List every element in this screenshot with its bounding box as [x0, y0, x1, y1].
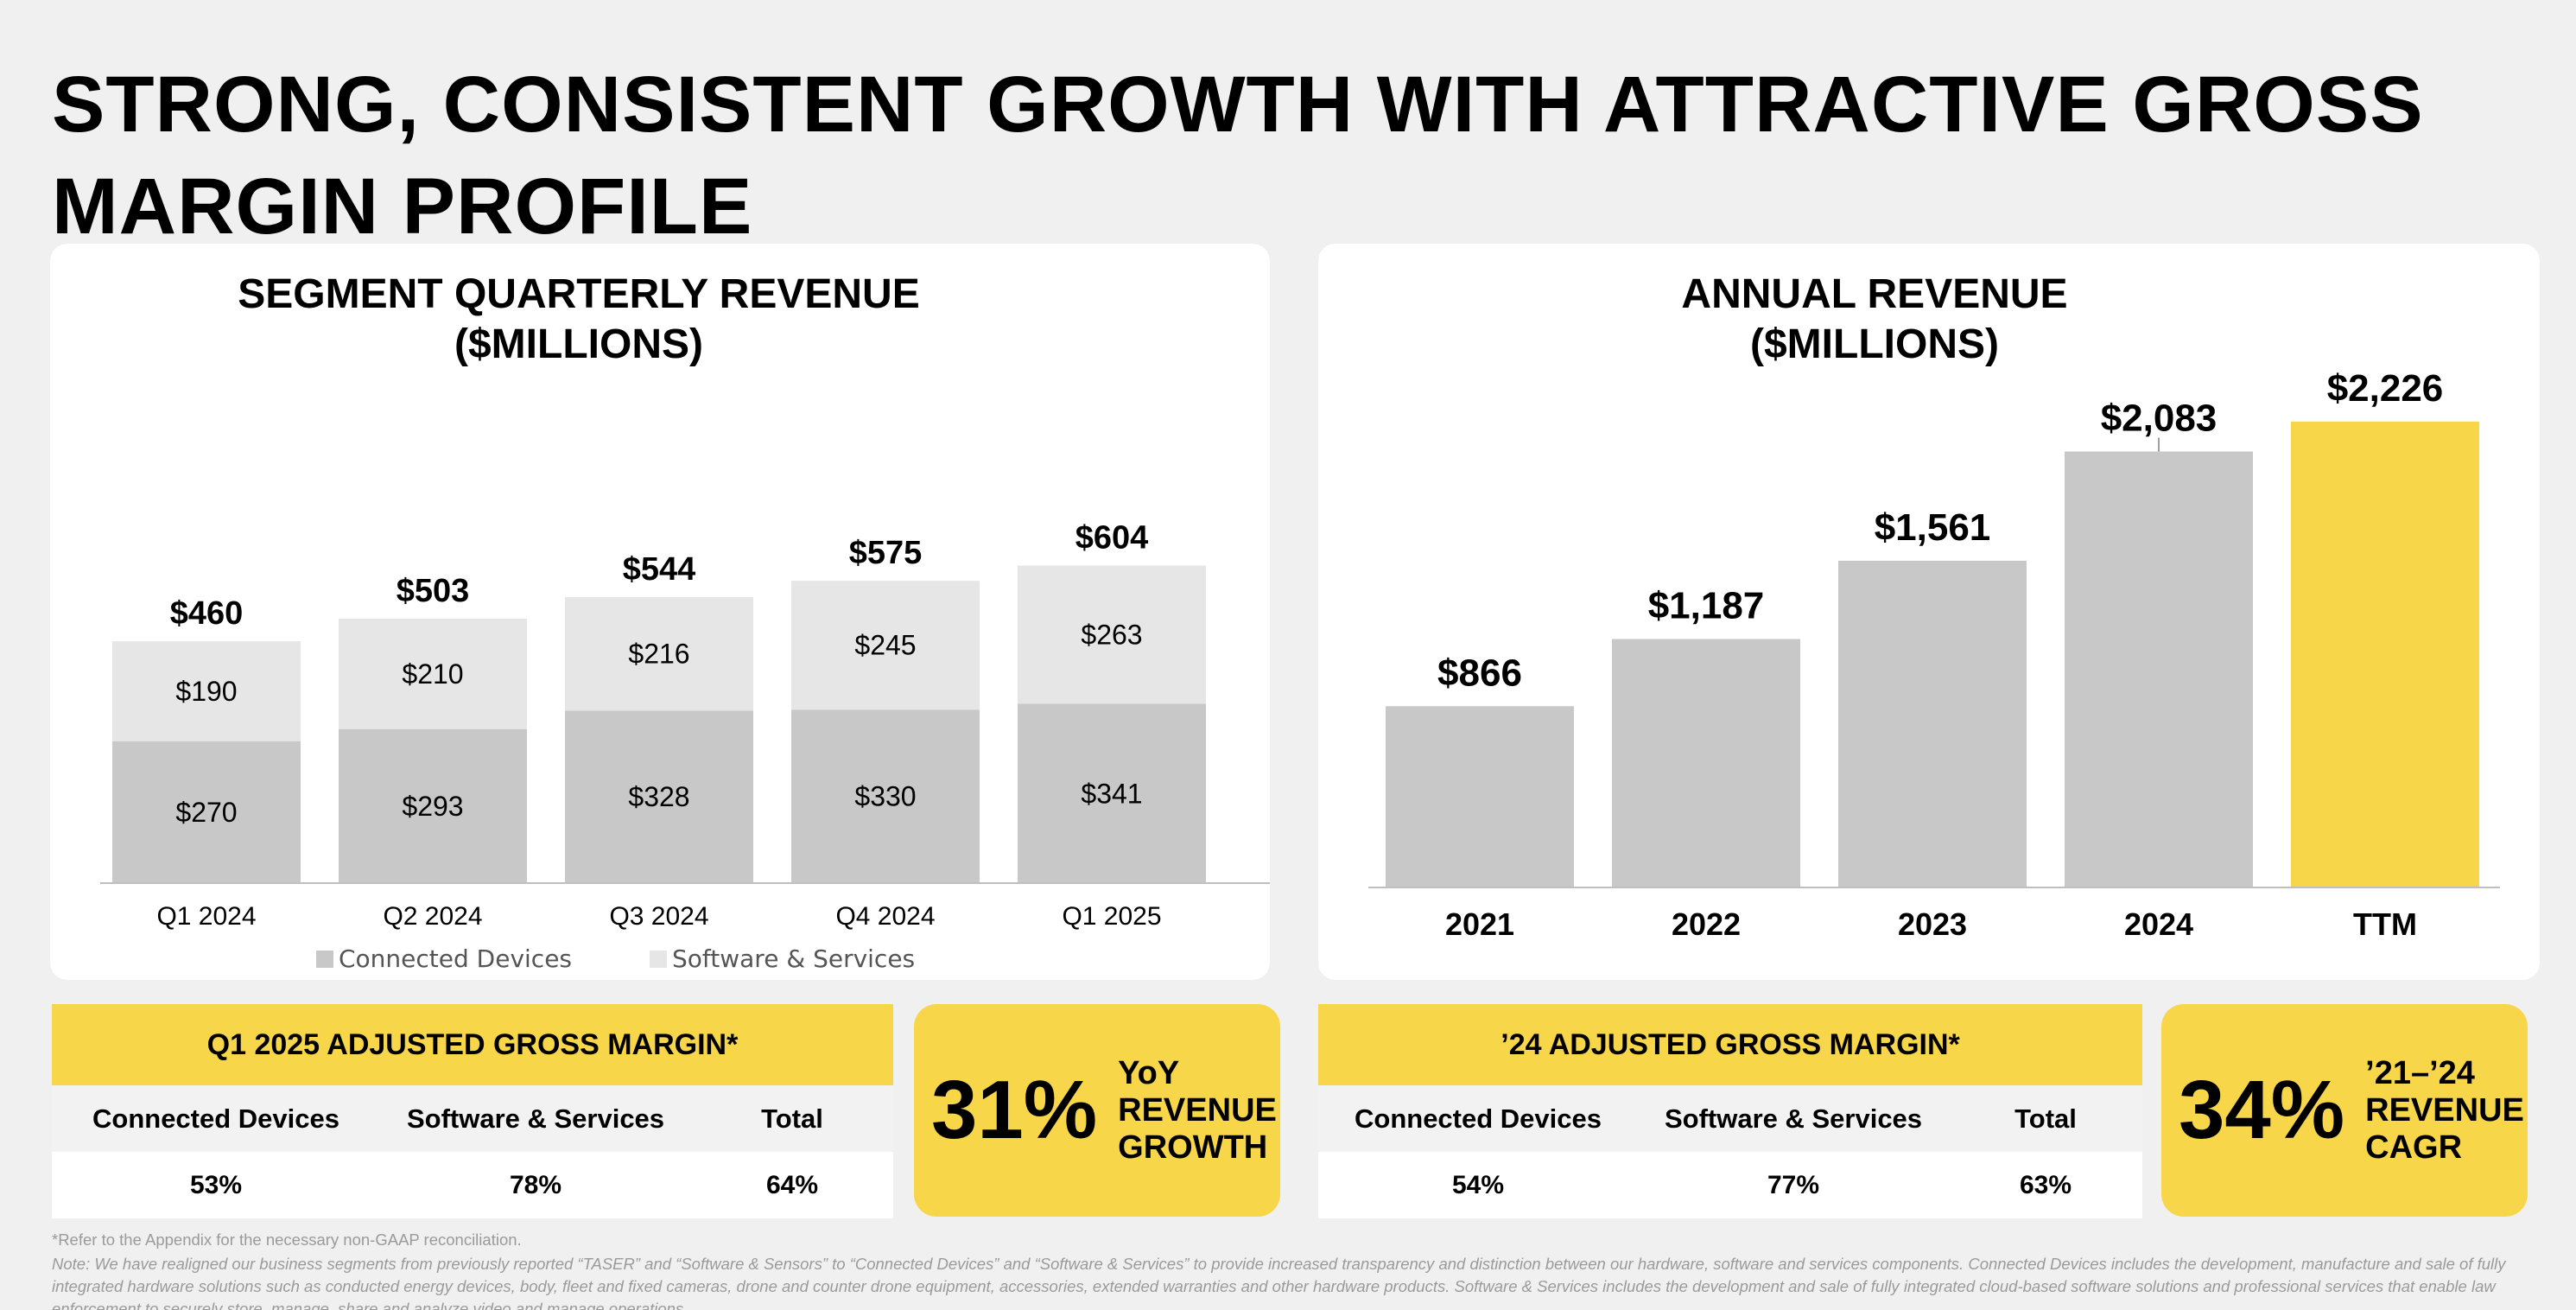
table-row: 54% 77% 63% [1318, 1152, 2142, 1218]
data-label-software-services: $210 [402, 658, 463, 690]
x-tick-label: 2022 [1672, 906, 1741, 942]
yoy-growth-callout: 31% YoY REVENUE GROWTH [914, 1004, 1280, 1217]
bar-software-services-q4-2024 [791, 581, 980, 710]
total-label-q1-2025: $604 [1075, 519, 1149, 556]
data-label-2023: $1,561 [1875, 506, 1991, 549]
q1-gross-margin-table: Q1 2025 ADJUSTED GROSS MARGIN* Connected… [52, 1004, 893, 1218]
column-header: Total [2014, 1103, 2077, 1134]
data-label-2024: $2,083 [2101, 397, 2218, 439]
stat-caption: ’21–’24 REVENUE CAGR [2365, 1055, 2524, 1167]
data-label-connected-devices: $341 [1081, 778, 1142, 809]
legend-swatch-connected-devices [316, 951, 333, 968]
column-header: Total [761, 1103, 823, 1134]
x-tick-label: Q4 2024 [835, 902, 935, 931]
bar-connected-devices-q1-2025 [1018, 703, 1206, 883]
data-label-ttm: $2,226 [2327, 367, 2444, 410]
stat-caption-line: CAGR [2365, 1129, 2463, 1166]
annual-revenue-chart: ANNUAL REVENUE ($MILLIONS) $866 2021 $1,18… [1368, 271, 2500, 942]
data-label-software-services: $263 [1081, 619, 1142, 650]
segment-revenue-panel: SEGMENT QUARTERLY REVENUE ($MILLIONS) $2… [50, 244, 1270, 980]
stat-caption-line: GROWTH [1118, 1129, 1268, 1166]
bar-connected-devices-q4-2024 [791, 709, 980, 883]
stat-caption-line: YoY [1118, 1054, 1180, 1091]
bar-software-services-q1-2024 [112, 641, 301, 741]
bar-connected-devices-q1-2024 [112, 741, 301, 883]
x-tick-label: 2023 [1898, 906, 1967, 942]
data-label-connected-devices: $330 [854, 781, 916, 812]
bar-2021 [1386, 706, 1574, 887]
legend-label-software-services: Software & Services [672, 944, 915, 973]
stat-caption-line: ’21–’24 [2365, 1054, 2475, 1091]
data-label-2021: $866 [1437, 652, 1522, 694]
data-label-2022: $1,187 [1648, 585, 1765, 627]
table-row: 53% 78% 64% [52, 1152, 893, 1218]
table-header-row: Connected Devices Software & Services To… [52, 1085, 893, 1152]
x-tick-label: Q2 2024 [383, 902, 482, 931]
total-label-q1-2024: $460 [170, 595, 244, 632]
chart-subtitle: ($MILLIONS) [454, 321, 703, 367]
bar-connected-devices-q3-2024 [565, 710, 753, 883]
bar-ttm [2291, 421, 2479, 887]
table-header-row: Connected Devices Software & Services To… [1318, 1085, 2142, 1152]
total-label-q2-2024: $503 [397, 573, 470, 609]
bar-software-services-q3-2024 [565, 596, 753, 711]
stat-value: 31% [931, 1064, 1098, 1156]
table-cell: 77% [1767, 1170, 1820, 1199]
data-label-connected-devices: $328 [628, 781, 689, 812]
chart-subtitle: ($MILLIONS) [1750, 321, 1999, 367]
x-tick-label: 2024 [2124, 906, 2193, 942]
cagr-callout: 34% ’21–’24 REVENUE CAGR [2161, 1004, 2528, 1217]
x-tick-label: Q3 2024 [609, 902, 708, 931]
chart-title: ANNUAL REVENUE [1681, 271, 2067, 317]
data-label-software-services: $216 [628, 639, 689, 670]
data-label-connected-devices: $270 [175, 797, 237, 828]
bar-2023 [1838, 560, 2027, 887]
table-cell: 64% [765, 1170, 819, 1199]
stat-caption-line: REVENUE [2365, 1091, 2524, 1129]
x-tick-label: TTM [2353, 906, 2417, 942]
table-cell: 63% [2019, 1170, 2072, 1199]
table-cell: 53% [189, 1170, 243, 1199]
footnote-reconciliation: *Refer to the Appendix for the necessary… [52, 1231, 522, 1249]
bar-software-services-q2-2024 [339, 618, 527, 729]
stat-caption: YoY REVENUE GROWTH [1118, 1055, 1277, 1167]
x-tick-label: 2021 [1445, 906, 1514, 942]
column-header: Connected Devices [1355, 1103, 1602, 1134]
bar-2024 [2065, 451, 2253, 887]
table-cell: 54% [1451, 1170, 1505, 1199]
column-header: Software & Services [1664, 1103, 1923, 1134]
stat-caption-line: REVENUE [1118, 1091, 1277, 1129]
total-label-q4-2024: $575 [849, 535, 923, 571]
data-label-software-services: $190 [175, 676, 237, 707]
column-header: Software & Services [406, 1103, 665, 1134]
column-header: Connected Devices [92, 1103, 339, 1134]
x-tick-label: Q1 2025 [1062, 902, 1161, 931]
data-label-software-services: $245 [854, 630, 916, 661]
x-tick-label: Q1 2024 [156, 902, 256, 931]
bar-connected-devices-q2-2024 [339, 728, 527, 883]
annual-revenue-panel: ANNUAL REVENUE ($MILLIONS) $866 2021 $1,18… [1318, 244, 2540, 980]
page-title: STRONG, CONSISTENT GROWTH WITH ATTRACTIV… [52, 60, 2424, 251]
table-cell: 78% [509, 1170, 562, 1199]
table-title: ’24 ADJUSTED GROSS MARGIN* [1318, 1004, 2142, 1085]
legend-label-connected-devices: Connected Devices [339, 944, 572, 973]
footnote-note: Note: We have realigned our business seg… [52, 1255, 2506, 1310]
bar-2022 [1612, 639, 1800, 887]
segment-revenue-chart: SEGMENT QUARTERLY REVENUE ($MILLIONS) $2… [100, 271, 1270, 973]
chart-title: SEGMENT QUARTERLY REVENUE [238, 271, 919, 317]
stat-value: 34% [2179, 1064, 2345, 1156]
total-label-q3-2024: $544 [623, 551, 696, 588]
data-label-connected-devices: $293 [402, 791, 463, 822]
bar-software-services-q1-2025 [1018, 565, 1206, 704]
table-title: Q1 2025 ADJUSTED GROSS MARGIN* [52, 1004, 893, 1085]
annual-gross-margin-table: ’24 ADJUSTED GROSS MARGIN* Connected Dev… [1318, 1004, 2142, 1218]
legend-swatch-software-services [650, 951, 667, 968]
